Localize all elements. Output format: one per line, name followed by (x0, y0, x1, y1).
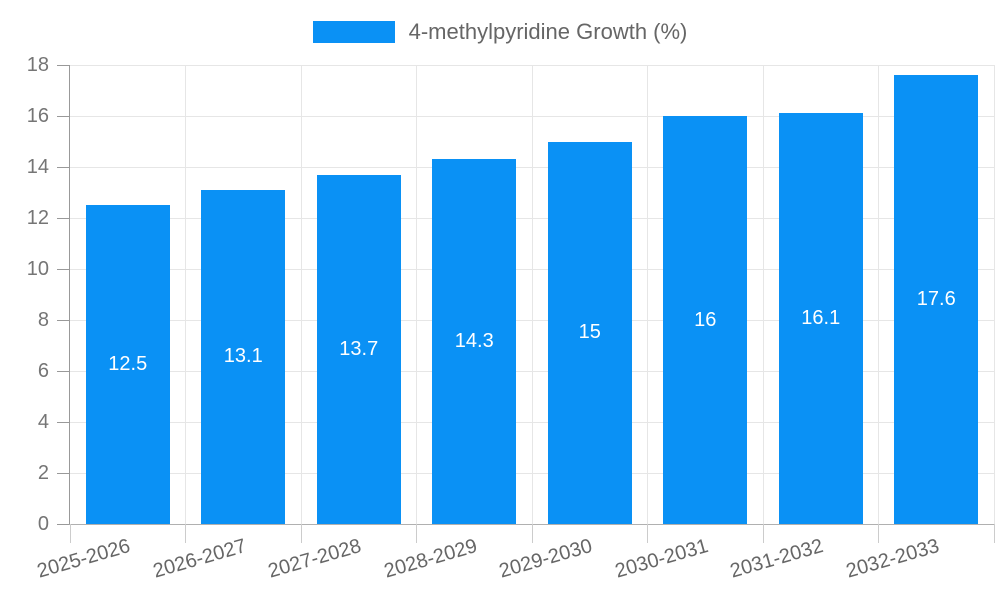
bar-value-label: 14.3 (454, 330, 494, 353)
bar-value-label: 17.6 (916, 288, 956, 311)
y-tick-label: 0 (37, 513, 49, 535)
v-gridline (993, 65, 995, 524)
legend[interactable]: 4-methylpyridine Growth (%) (0, 19, 1000, 45)
bar-value-label: 15 (578, 321, 601, 344)
v-gridline (300, 65, 302, 524)
x-axis-tick (185, 524, 186, 543)
bar-value-label: 13.7 (339, 337, 379, 360)
x-tick-label: 2028-2029 (381, 535, 480, 583)
y-axis-tick (57, 523, 69, 525)
y-axis-tick (57, 166, 69, 168)
v-gridline (647, 65, 648, 524)
y-axis-tick (57, 64, 69, 66)
x-axis-tick (416, 524, 417, 543)
v-gridline (416, 65, 417, 524)
y-axis-tick (57, 268, 69, 270)
bar-value-label: 13.1 (223, 345, 263, 368)
y-tick-label: 8 (37, 309, 49, 331)
legend-swatch-icon (312, 21, 395, 43)
x-axis-tick (878, 524, 879, 543)
x-axis-tick (531, 524, 533, 543)
y-tick-label: 10 (26, 258, 49, 280)
y-axis-tick (57, 319, 69, 321)
y-tick-label: 16 (26, 105, 49, 127)
x-tick-label: 2031-2032 (727, 535, 826, 583)
bar-2032-2033[interactable]: 17.6 (894, 75, 979, 524)
y-tick-label: 12 (26, 207, 49, 229)
bar-2031-2032[interactable]: 16.1 (778, 113, 863, 524)
bar-2025-2026[interactable]: 12.5 (85, 205, 170, 524)
bar-value-label: 16 (694, 308, 717, 331)
x-tick-label: 2029-2030 (496, 535, 595, 583)
v-gridline (531, 65, 533, 524)
y-axis-tick (57, 115, 69, 117)
bar-value-label: 12.5 (108, 353, 148, 376)
y-tick-label: 2 (37, 462, 49, 484)
y-tick-label: 4 (37, 411, 49, 433)
x-axis-tick (762, 524, 764, 543)
y-axis-tick (57, 472, 69, 474)
y-axis-tick (57, 421, 69, 423)
bar-2030-2031[interactable]: 16 (663, 116, 748, 524)
v-gridline (185, 65, 186, 524)
v-gridline (762, 65, 764, 524)
y-axis-tick (57, 217, 69, 219)
bar-2028-2029[interactable]: 14.3 (432, 159, 517, 524)
y-tick-label: 14 (26, 156, 49, 178)
plot-area: 12.5 13.1 13.7 14.3 15 16 16.1 17.6 (57, 64, 995, 543)
bar-value-label: 16.1 (801, 307, 841, 330)
bar-2026-2027[interactable]: 13.1 (201, 189, 286, 524)
x-axis-tick (993, 524, 995, 543)
bar-2029-2030[interactable]: 15 (547, 141, 632, 524)
v-gridline (878, 65, 879, 524)
y-tick-label: 18 (26, 54, 49, 76)
x-axis-tick (647, 524, 648, 543)
x-tick-label: 2026-2027 (150, 535, 249, 583)
x-axis-tick (70, 524, 71, 543)
x-tick-label: 2030-2031 (612, 535, 711, 583)
x-axis-tick (300, 524, 302, 543)
bar-2027-2028[interactable]: 13.7 (316, 174, 401, 524)
legend-label: 4-methylpyridine Growth (%) (408, 19, 688, 44)
y-axis-tick (57, 370, 69, 372)
x-tick-label: 2027-2028 (265, 535, 364, 583)
y-tick-label: 6 (37, 360, 49, 382)
x-tick-label: 2025-2026 (34, 535, 133, 583)
x-tick-label: 2032-2033 (843, 535, 942, 583)
